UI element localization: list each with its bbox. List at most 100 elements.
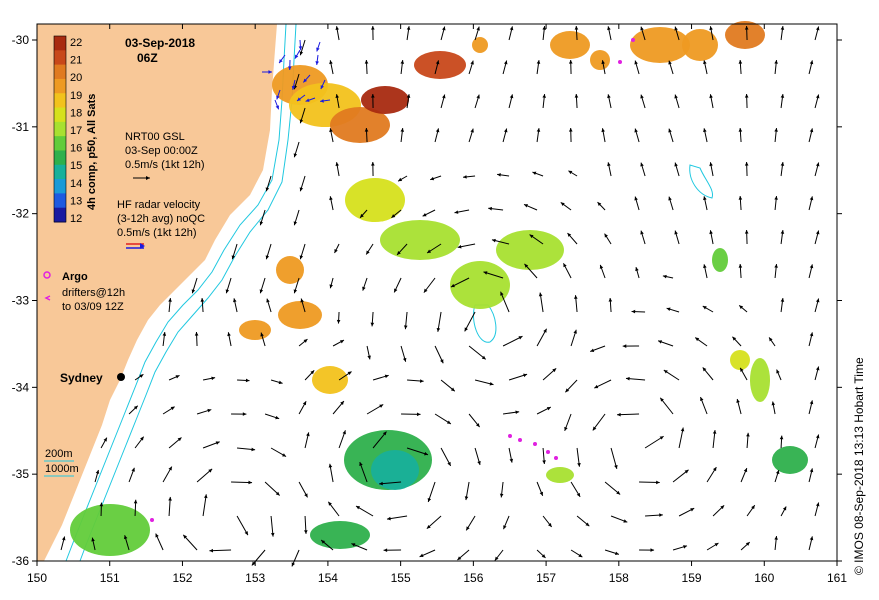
current-arrow [270,379,283,385]
colorbar-swatch [54,164,66,180]
hf-radar-arrow [296,94,306,102]
current-arrow [604,233,612,245]
current-arrow [736,398,742,415]
hf-radar-arrow [287,59,292,71]
current-arrow [134,436,145,449]
current-arrow [335,94,340,109]
map-hour: 06Z [137,51,158,65]
current-arrow [634,196,640,211]
current-arrow [570,549,583,558]
current-arrow [468,345,487,360]
current-arrow [508,26,514,41]
colorbar-swatch [54,107,66,123]
current-arrow [709,230,714,245]
hf-radar-arrow [316,41,321,52]
sst-patch [371,450,419,490]
current-arrow [744,93,749,109]
current-arrow [740,541,751,551]
current-arrow [607,26,612,41]
current-arrow [702,305,714,313]
lat-tick-label: -33 [12,294,30,308]
current-arrow [662,274,674,279]
current-arrow [225,277,232,294]
current-arrow [538,292,544,313]
current-arrow [564,413,572,432]
sst-patch [70,504,150,556]
sst-patch [682,29,718,61]
current-arrow [430,175,442,181]
current-arrow [328,463,334,483]
current-arrow [335,162,340,177]
current-arrow [808,332,814,347]
current-arrow [419,549,436,558]
current-arrow [366,404,384,415]
current-arrow [304,432,310,449]
colorbar-tick-label: 19 [70,90,82,102]
current-arrow [780,230,785,245]
current-arrow [608,297,613,313]
colorbar-label: 4h comp, p50, All Sats [86,94,98,210]
current-arrow [808,400,814,415]
lon-tick-label: 157 [536,571,556,585]
current-arrow [440,447,452,467]
hf-radar-arrow [302,74,311,83]
colorbar-swatch [54,50,66,66]
lat-tick-label: -32 [12,207,30,221]
current-arrow [298,338,308,347]
sst-patch [239,320,271,340]
current-arrow [329,277,334,289]
current-arrow [780,162,785,177]
current-arrow [270,515,275,537]
current-arrow [597,201,606,211]
argo-symbol [43,271,51,279]
colorbar-swatch [54,136,66,151]
current-arrow [814,434,820,449]
current-arrow [814,230,820,245]
current-arrow [401,412,421,417]
current-arrow [709,162,714,177]
current-arrow [631,309,646,314]
hf-scale: 0.5m/s (1kt 12h) [117,227,196,239]
current-arrow [251,549,266,566]
current-arrow [570,329,577,347]
current-arrow [499,481,504,498]
current-arrow [536,406,552,415]
current-arrow [502,410,520,415]
lat-tick-label: -31 [12,120,30,134]
current-arrow [780,26,785,41]
hf-radar-arrow [315,54,319,65]
sst-patch [312,366,348,394]
current-arrow [440,379,456,392]
current-arrow [371,161,375,177]
argo-label: Argo [62,271,88,283]
current-arrow [332,339,345,347]
current-arrow [668,196,674,211]
current-arrow [491,238,510,245]
lon-tick-label: 156 [463,571,483,585]
current-arrow [568,170,578,177]
current-arrow [329,196,334,211]
lat-tick-label: -30 [12,33,30,47]
current-arrow [738,263,743,279]
current-arrow [497,173,510,177]
sst-patch [414,51,466,79]
current-arrow [457,549,470,561]
lon-tick-label: 150 [27,571,47,585]
current-arrow [162,332,167,347]
hf-radar-arrow [262,70,272,74]
lon-tick-label: 160 [754,571,774,585]
current-arrow [768,337,776,347]
current-arrow [668,128,674,143]
current-arrow [364,127,369,143]
hf-radar-arrow [320,79,326,90]
lon-tick-label: 155 [391,571,411,585]
current-arrow [227,332,232,347]
current-arrow [426,243,442,254]
current-arrow [500,291,510,313]
depth-1000-label: 1000m [45,463,79,475]
current-arrow [202,441,220,449]
current-arrow [568,127,573,143]
current-arrow [327,501,340,517]
current-arrow [774,536,778,551]
current-arrow [567,232,578,245]
